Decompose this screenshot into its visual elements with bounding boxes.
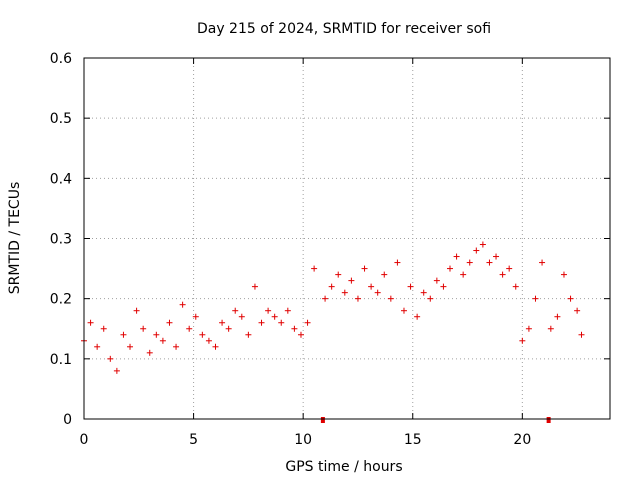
x-tick-label: 0 <box>80 432 89 448</box>
data-point <box>341 289 348 296</box>
data-point <box>407 283 414 290</box>
data-point <box>578 331 585 338</box>
data-point <box>271 313 278 320</box>
data-point <box>311 265 318 272</box>
data-point <box>304 319 311 326</box>
data-point <box>532 295 539 302</box>
data-point <box>433 277 440 284</box>
data-point <box>394 259 401 266</box>
y-tick-label: 0.3 <box>50 232 72 248</box>
data-point <box>493 253 500 260</box>
data-point <box>192 313 199 320</box>
data-point <box>322 295 329 302</box>
data-point <box>512 283 519 290</box>
data-point <box>374 289 381 296</box>
data-point <box>335 271 342 278</box>
data-point <box>120 331 127 338</box>
data-point <box>94 343 101 350</box>
data-point <box>186 325 193 332</box>
data-point <box>205 337 212 344</box>
data-point <box>133 307 140 314</box>
x-tick-label: 10 <box>294 432 312 448</box>
gap-marker <box>320 417 325 423</box>
data-point <box>560 271 567 278</box>
data-point <box>519 337 526 344</box>
data-point <box>173 343 180 350</box>
y-tick-label: 0.4 <box>50 171 72 187</box>
data-point <box>440 283 447 290</box>
x-tick-label: 15 <box>404 432 422 448</box>
grid-lines <box>84 58 610 419</box>
gap-markers <box>320 417 551 423</box>
data-point <box>361 265 368 272</box>
data-point <box>447 265 454 272</box>
y-tick-label: 0.2 <box>50 292 72 308</box>
chart-title: Day 215 of 2024, SRMTID for receiver sof… <box>197 21 491 37</box>
data-point <box>486 259 493 266</box>
data-point <box>547 325 554 332</box>
data-point <box>251 283 258 290</box>
data-point <box>159 337 166 344</box>
data-point <box>506 265 513 272</box>
plot-frame <box>83 57 611 420</box>
data-point <box>140 325 147 332</box>
data-point <box>554 313 561 320</box>
data-point <box>368 283 375 290</box>
data-point <box>466 259 473 266</box>
data-point <box>414 313 421 320</box>
y-tick-label: 0.1 <box>50 352 72 368</box>
data-point <box>348 277 355 284</box>
data-point <box>525 325 532 332</box>
data-point <box>153 331 160 338</box>
data-point <box>479 241 486 248</box>
data-point <box>127 343 134 350</box>
data-point <box>539 259 546 266</box>
y-tick-label: 0.5 <box>50 111 72 127</box>
data-point <box>297 331 304 338</box>
data-point <box>460 271 467 278</box>
data-point <box>400 307 407 314</box>
data-point <box>284 307 291 314</box>
data-point <box>146 349 153 356</box>
y-tick-label: 0.6 <box>50 51 72 67</box>
data-point <box>473 247 480 254</box>
data-point <box>179 301 186 308</box>
data-point <box>574 307 581 314</box>
data-point <box>291 325 298 332</box>
data-point <box>219 319 226 326</box>
data-point <box>427 295 434 302</box>
data-point <box>499 271 506 278</box>
data-point <box>113 367 120 374</box>
data-point <box>567 295 574 302</box>
data-point <box>258 319 265 326</box>
data-point <box>278 319 285 326</box>
x-tick-label: 5 <box>189 432 198 448</box>
y-axis-label: SRMTID / TECUs <box>7 182 23 295</box>
data-point <box>100 325 107 332</box>
data-point <box>238 313 245 320</box>
x-tick-label: 20 <box>513 432 531 448</box>
data-point <box>420 289 427 296</box>
data-point <box>245 331 252 338</box>
axis-ticks: 0 0.1 0.2 0.3 0.4 0.5 0.6 0 5 10 15 20 <box>50 51 610 448</box>
data-point <box>387 295 394 302</box>
data-point <box>453 253 460 260</box>
data-point <box>199 331 206 338</box>
data-point <box>225 325 232 332</box>
gap-marker <box>546 417 551 423</box>
data-point <box>354 295 361 302</box>
data-points <box>81 241 585 374</box>
data-point <box>166 319 173 326</box>
y-tick-label: 0 <box>63 412 72 428</box>
data-point <box>107 355 114 362</box>
data-point <box>212 343 219 350</box>
x-axis-label: GPS time / hours <box>285 459 402 475</box>
data-point <box>232 307 239 314</box>
data-point <box>87 319 94 326</box>
data-point <box>381 271 388 278</box>
data-point <box>265 307 272 314</box>
data-point <box>328 283 335 290</box>
